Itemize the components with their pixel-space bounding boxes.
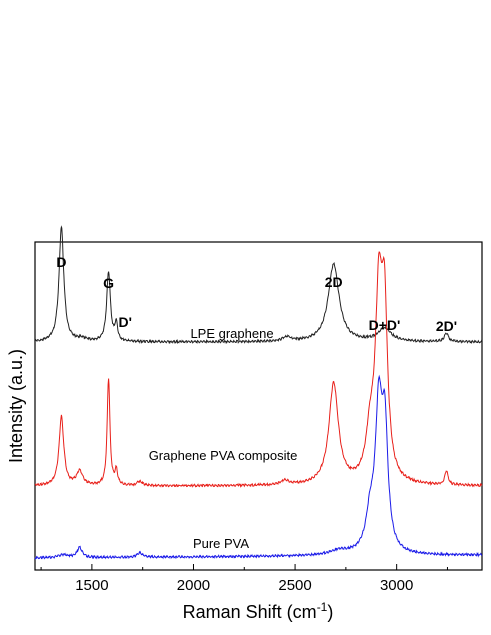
sample-label: Graphene PVA composite: [149, 448, 298, 463]
series-group: [34, 225, 483, 560]
peak-label: 2D': [436, 318, 457, 334]
series-line-0: [34, 225, 483, 345]
x-tick-label: 1500: [75, 577, 108, 594]
x-tick-label: 3000: [380, 577, 413, 594]
sample-label: Pure PVA: [193, 536, 249, 551]
sample-label: LPE graphene: [190, 326, 273, 341]
peak-label: D+D': [369, 317, 401, 333]
peak-label: 2D: [325, 274, 343, 290]
peak-label: G: [103, 275, 114, 291]
plot-frame: [34, 241, 483, 571]
series-line-2: [34, 374, 483, 560]
x-tick-label: 2500: [278, 577, 311, 594]
x-axis-ticks: 1500 2000 2500 3000: [40, 564, 448, 594]
x-tick-label: 2000: [177, 577, 210, 594]
x-axis-title-main: Raman Shift (cm: [183, 602, 317, 622]
peak-label: D': [119, 314, 132, 330]
x-axis-title-suffix: ): [327, 602, 333, 622]
x-axis-title-sup: -1: [317, 600, 328, 614]
peak-label: D: [56, 254, 66, 270]
y-axis-title: Intensity (a.u.): [6, 349, 26, 463]
label-group: D G D' 2D D+D' 2D' LPE graphene Graphene PVA co…: [56, 254, 457, 551]
series-line-1: [34, 251, 483, 488]
x-axis-title: Raman Shift (cm-1): [183, 600, 334, 622]
